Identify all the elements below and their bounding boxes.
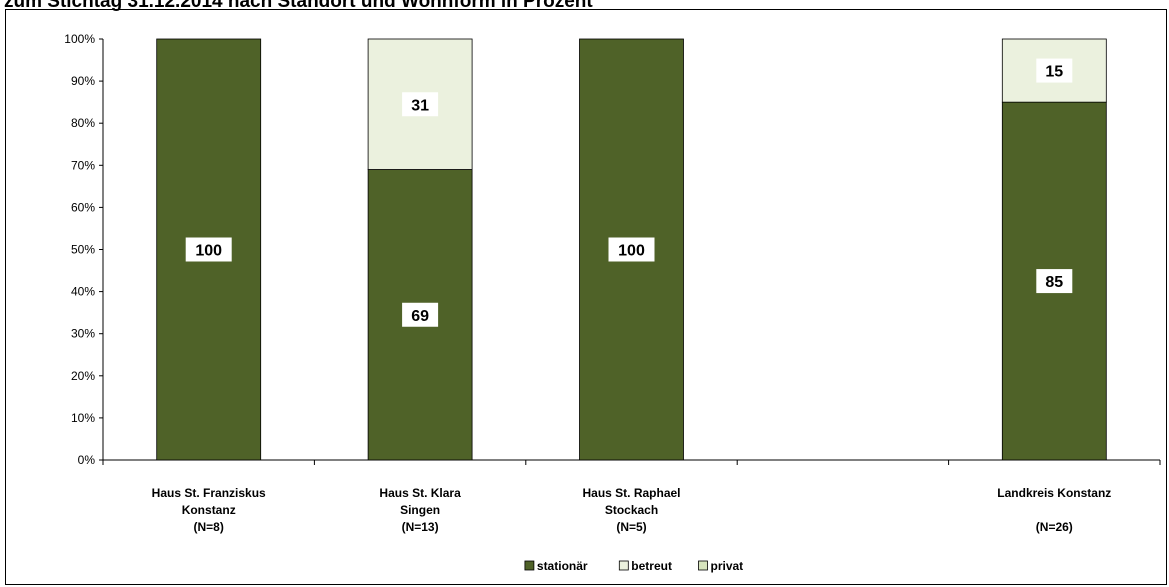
data-label: 15 xyxy=(1045,64,1063,81)
data-label: 85 xyxy=(1045,274,1063,291)
x-tick-label: Haus St. Franziskus xyxy=(152,486,266,500)
data-label: 69 xyxy=(411,308,429,325)
x-tick-label: Landkreis Konstanz xyxy=(997,486,1111,500)
legend-label: betreut xyxy=(631,559,672,573)
x-tick-label: Singen xyxy=(400,503,440,517)
bar-segment xyxy=(156,38,262,461)
data-label-box xyxy=(185,237,232,262)
y-tick-label: 90% xyxy=(71,74,95,88)
legend-swatch xyxy=(618,560,629,571)
chart-frame: 0% 10% 20% 30% 40% 50% 60% 70% 80% 90% 100% 100 Haus… xyxy=(5,9,1167,585)
x-tick-label: Haus St. Klara xyxy=(379,486,461,500)
bar-segment xyxy=(579,38,684,461)
y-tick-label: 80% xyxy=(71,116,95,130)
data-label: 100 xyxy=(195,243,222,260)
x-tick-label: (N=26) xyxy=(1036,520,1073,534)
x-tick-label: (N=8) xyxy=(194,520,224,534)
y-tick-label: 0% xyxy=(78,453,96,467)
data-label-box xyxy=(1036,269,1073,294)
y-tick-label: 50% xyxy=(71,243,95,257)
data-label: 31 xyxy=(411,97,429,114)
legend-swatch xyxy=(698,560,708,571)
data-label: 100 xyxy=(618,243,645,260)
y-tick-label: 20% xyxy=(71,369,95,383)
data-label-box xyxy=(608,237,655,262)
x-tick-label: (N=5) xyxy=(616,520,646,534)
data-label-box xyxy=(402,92,439,117)
stacked-bar-chart: 0% 10% 20% 30% 40% 50% 60% 70% 80% 90% 100% 100 Haus… xyxy=(64,32,1161,573)
data-label-box xyxy=(402,302,439,327)
y-tick-label: 40% xyxy=(71,285,95,299)
data-label-box xyxy=(1036,58,1073,83)
y-tick-label: 60% xyxy=(71,200,95,214)
y-tick-label: 10% xyxy=(71,411,95,425)
legend-swatch xyxy=(524,560,535,571)
legend-label: privat xyxy=(711,559,744,573)
y-tick-label: 30% xyxy=(71,327,95,341)
y-tick-label: 100% xyxy=(64,32,95,46)
x-tick-label: Stockach xyxy=(605,503,658,517)
y-tick-label: 70% xyxy=(71,158,95,172)
x-tick-label: Haus St. Raphael xyxy=(582,486,680,500)
legend-label: stationär xyxy=(537,559,588,573)
x-tick-label: Konstanz xyxy=(182,503,236,517)
x-tick-label: (N=13) xyxy=(402,520,439,534)
